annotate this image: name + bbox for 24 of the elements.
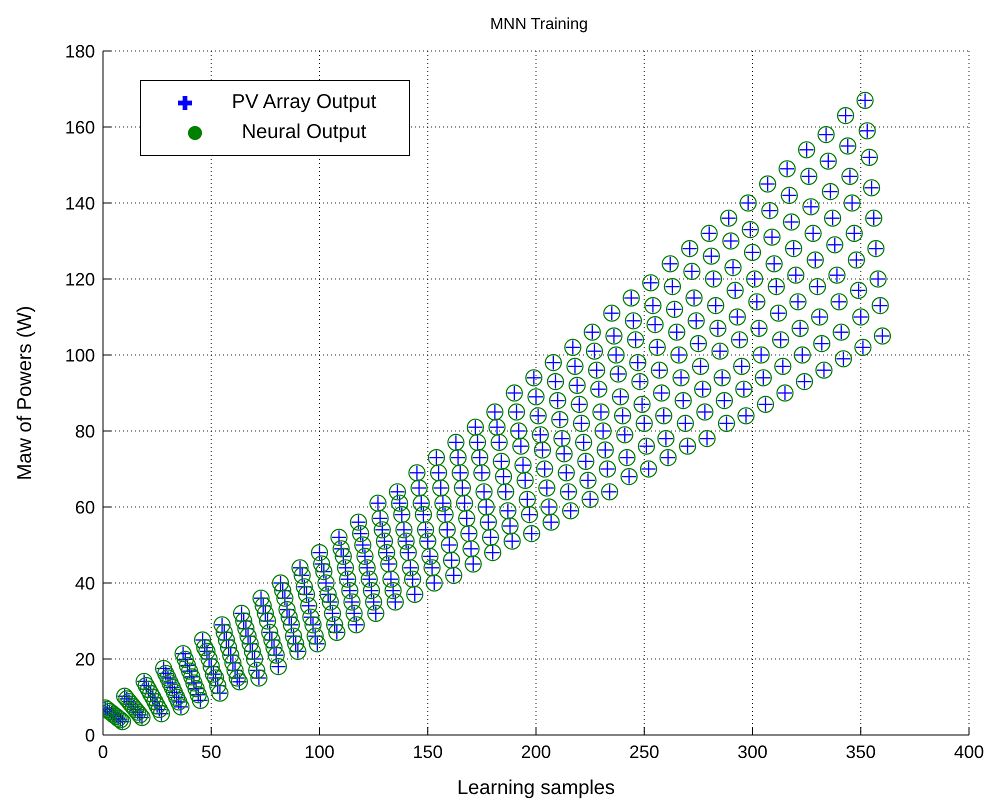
y-axis-title: Maw of Powers (W) [14, 306, 36, 480]
y-tick-label: 80 [74, 421, 95, 442]
x-tick-label: 300 [737, 742, 768, 762]
y-tick-label: 40 [74, 573, 95, 594]
x-tick-label: 0 [98, 742, 108, 762]
y-tick-label: 20 [74, 649, 95, 670]
y-tick-label: 60 [74, 497, 95, 518]
x-tick-label: 200 [520, 742, 552, 762]
x-tick-label: 50 [201, 742, 222, 762]
y-tick-label: 140 [64, 193, 95, 214]
legend-label: Neural Output [242, 121, 366, 143]
x-tick-label: 100 [304, 742, 335, 762]
y-tick-label: 0 [84, 725, 95, 746]
y-tick-label: 100 [64, 345, 95, 366]
y-tick-label: 180 [64, 41, 95, 62]
x-tick-label: 150 [412, 742, 443, 762]
x-axis-title: Learning samples [457, 777, 615, 799]
x-tick-label: 400 [954, 742, 984, 762]
x-tick-label: 350 [846, 742, 876, 762]
chart-title: MNN Training [489, 16, 589, 34]
y-tick-label: 120 [64, 269, 95, 290]
legend-label: PV Array Output [232, 91, 376, 113]
x-tick-label: 250 [629, 742, 660, 762]
y-tick-label: 160 [64, 117, 95, 138]
